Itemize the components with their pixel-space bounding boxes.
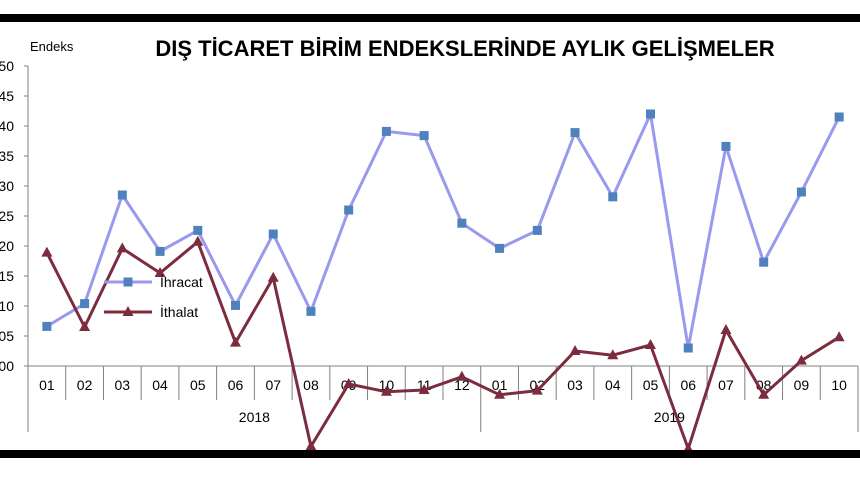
data-point-triangle <box>720 324 732 334</box>
data-point-triangle <box>758 388 770 399</box>
legend-marker-square <box>123 277 133 287</box>
data-point-triangle <box>795 354 807 365</box>
y-axis: 00 05 10 15 20 25 30 35 40 45 50 <box>0 58 29 374</box>
x-tick-label: 05 <box>643 377 659 393</box>
top-border <box>0 14 860 22</box>
data-point-triangle <box>833 331 845 342</box>
legend: İhracat İthalat <box>104 273 203 320</box>
data-point-square <box>419 131 429 141</box>
data-point-square <box>344 205 354 215</box>
x-tick-label: 08 <box>303 377 319 393</box>
data-point-square <box>117 190 127 200</box>
bottom-border <box>0 450 860 458</box>
x-tick-label: 10 <box>831 377 847 393</box>
x-tick-label: 10 <box>379 377 395 393</box>
data-point-square <box>646 109 655 119</box>
x-tick-label: 03 <box>115 377 131 393</box>
data-point-triangle <box>494 388 506 399</box>
y-tick-label: 30 <box>0 178 14 194</box>
y-tick-label: 15 <box>0 268 14 284</box>
data-point-square <box>495 243 505 253</box>
data-point-square <box>42 321 52 331</box>
x-axis: 0102030405060708091011120102030405060708… <box>27 365 859 432</box>
data-point-square <box>80 299 90 309</box>
chart-title: DIŞ TİCARET BİRİM ENDEKSLERİNDE AYLIK GE… <box>155 36 774 61</box>
x-tick-label: 03 <box>567 377 583 393</box>
y-tick-label: 45 <box>0 88 14 104</box>
x-tick-label: 04 <box>605 377 621 393</box>
x-tick-label: 12 <box>454 377 470 393</box>
data-point-square <box>721 141 731 151</box>
y-tick-label: 00 <box>0 358 14 374</box>
y-tick-label: 35 <box>0 148 14 164</box>
data-point-square <box>155 246 165 256</box>
series-line-1 <box>45 240 840 451</box>
series-line-0 <box>46 112 841 350</box>
data-point-triangle <box>607 349 619 360</box>
x-tick-label: 07 <box>718 377 734 393</box>
data-point-square <box>608 192 618 202</box>
data-point-square <box>759 257 769 267</box>
data-point-square <box>381 126 391 136</box>
x-tick-label: 07 <box>265 377 281 393</box>
y-tick-label: 10 <box>0 298 14 314</box>
x-tick-label: 02 <box>77 377 93 393</box>
y-tick-label: 05 <box>0 328 14 344</box>
data-point-square <box>570 128 580 138</box>
data-point-triangle <box>645 339 656 349</box>
data-point-triangle <box>79 321 91 331</box>
data-point-triangle <box>456 370 468 381</box>
data-point-square <box>457 218 467 228</box>
x-tick-label: 04 <box>152 377 168 393</box>
data-point-square <box>268 229 278 239</box>
data-point-square <box>193 225 203 235</box>
data-point-triangle <box>380 385 392 396</box>
data-point-triangle <box>192 235 204 246</box>
legend-label-1: İthalat <box>160 303 198 320</box>
year-label: 2018 <box>239 409 270 425</box>
data-point-triangle <box>305 440 317 451</box>
y-axis-label: Endeks <box>30 39 74 54</box>
data-point-triangle <box>154 267 166 277</box>
y-tick-label: 20 <box>0 238 14 254</box>
data-point-triangle <box>531 384 543 395</box>
x-tick-label: 06 <box>228 377 244 393</box>
data-point-triangle <box>41 246 53 257</box>
data-point-square <box>796 187 806 197</box>
data-point-triangle <box>343 378 355 388</box>
data-point-triangle <box>569 345 581 355</box>
x-tick-label: 01 <box>39 377 55 393</box>
x-tick-label: 06 <box>680 377 696 393</box>
y-tick-label: 40 <box>0 118 14 134</box>
y-tick-label: 50 <box>0 58 14 74</box>
legend-marker-triangle <box>122 306 134 316</box>
data-point-triangle <box>230 336 241 347</box>
legend-label-0: İhracat <box>160 273 203 290</box>
year-label: 2019 <box>654 409 685 425</box>
data-point-square <box>231 300 240 310</box>
x-tick-label: 09 <box>794 377 810 393</box>
data-point-square <box>834 112 844 122</box>
x-tick-label: 01 <box>492 377 508 393</box>
data-point-square <box>306 306 316 316</box>
x-tick-label: 05 <box>190 377 206 393</box>
data-point-triangle <box>418 384 430 394</box>
data-point-triangle <box>116 242 128 253</box>
data-point-square <box>532 225 542 235</box>
y-tick-label: 25 <box>0 208 14 224</box>
data-point-square <box>683 343 693 353</box>
data-point-triangle <box>267 271 279 282</box>
series-layer <box>41 109 845 453</box>
